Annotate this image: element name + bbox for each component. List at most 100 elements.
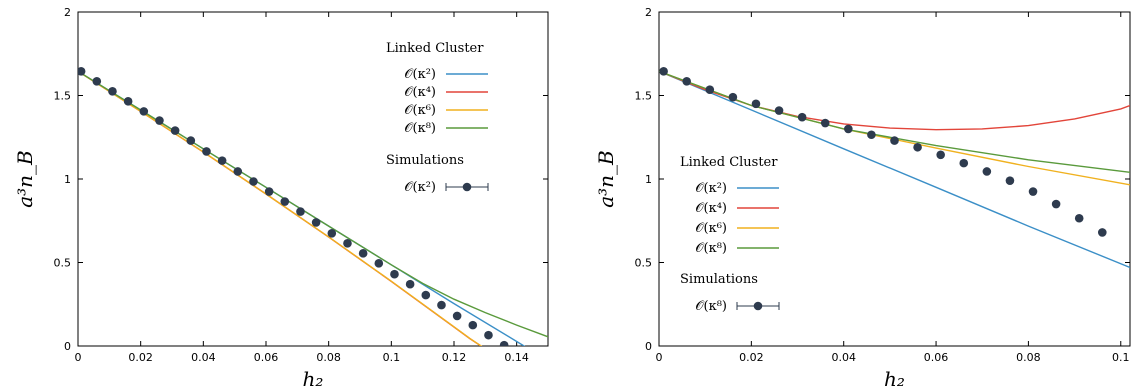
simulation-point xyxy=(913,142,922,152)
legend-entry-label: 𝒪(κ²) xyxy=(695,181,727,196)
simulation-point xyxy=(659,66,668,76)
simulation-point xyxy=(437,300,446,310)
plot-frame xyxy=(658,11,1131,347)
series-line-3 xyxy=(78,70,483,346)
legend-title-linked-cluster: Linked Cluster xyxy=(386,41,484,56)
x-tick-label: 0.06 xyxy=(924,351,949,364)
y-tick-label: 1 xyxy=(64,173,71,186)
simulation-point xyxy=(890,136,899,145)
y-tick-label: 1 xyxy=(645,173,652,186)
simulation-point xyxy=(728,92,738,102)
simulation-point xyxy=(108,87,117,96)
y-tick-label: 1.5 xyxy=(54,90,72,103)
simulation-point xyxy=(774,106,784,115)
x-tick-label: 0.1 xyxy=(1112,351,1130,364)
y-tick-label: 0.5 xyxy=(635,257,653,270)
simulation-point xyxy=(820,118,830,128)
simulation-point xyxy=(421,290,431,300)
simulation-point xyxy=(936,150,945,160)
simulation-point xyxy=(705,85,715,94)
legend-entry-label: 𝒪(κ⁶) xyxy=(404,103,436,118)
simulation-point xyxy=(1074,213,1084,223)
simulation-point xyxy=(202,147,211,156)
simulation-point xyxy=(1051,199,1061,209)
legend-entry-label: 𝒪(κ⁶) xyxy=(695,221,727,236)
simulation-point xyxy=(452,311,462,321)
y-tick-label: 0 xyxy=(64,340,71,353)
y-axis-label: a³n_B xyxy=(13,150,37,208)
plot-frame xyxy=(77,11,549,347)
x-tick-label: 0.02 xyxy=(739,351,764,364)
y-tick-label: 0.5 xyxy=(54,257,72,270)
legend: Linked Cluster 𝒪(κ²) 𝒪(κ⁴) 𝒪(κ⁶) 𝒪(κ⁸) Simula… xyxy=(386,41,489,195)
y-tick-label: 2 xyxy=(645,6,652,19)
legend-title-simulations: Simulations xyxy=(680,272,758,287)
simulation-point xyxy=(186,136,196,145)
simulation-point xyxy=(390,269,399,279)
legend-entry-label: 𝒪(κ⁴) xyxy=(404,85,436,100)
simulation-point xyxy=(959,158,969,168)
simulation-point xyxy=(468,320,478,330)
y-tick-label: 0 xyxy=(645,340,652,353)
simulation-point xyxy=(123,97,133,106)
y-tick-label: 1.5 xyxy=(635,90,653,103)
simulation-point xyxy=(233,167,243,176)
simulation-point xyxy=(867,130,876,140)
simulation-point xyxy=(170,126,180,135)
x-tick-label: 0.1 xyxy=(383,351,401,364)
chart-2: 0 0.02 0.04 0.06 0.08 0.1 0 0.5 1 1.5 2 h₂ a³n_B Link… xyxy=(594,6,1131,390)
legend-sim-label: 𝒪(κ²) xyxy=(404,180,436,195)
x-axis-label: h₂ xyxy=(303,367,324,390)
simulation-point xyxy=(217,156,227,165)
simulation-point xyxy=(499,340,509,346)
series-line-1 xyxy=(659,70,1130,269)
x-tick-label: 0.12 xyxy=(442,351,467,364)
simulation-point xyxy=(358,249,368,258)
series-line-4 xyxy=(78,70,548,338)
simulation-point xyxy=(280,197,290,206)
simulation-point xyxy=(264,187,274,196)
plot-area xyxy=(78,66,548,346)
legend-sim-marker xyxy=(462,182,472,192)
simulation-point xyxy=(1028,187,1038,196)
simulation-point xyxy=(311,218,321,227)
simulation-point xyxy=(484,330,493,340)
simulation-point xyxy=(1097,228,1107,237)
simulation-point xyxy=(155,116,164,125)
y-tick-label: 2 xyxy=(64,6,71,19)
legend-title-linked-cluster: Linked Cluster xyxy=(680,155,778,170)
legend: Linked Cluster 𝒪(κ²) 𝒪(κ⁴) 𝒪(κ⁶) 𝒪(κ⁸) Simula… xyxy=(680,155,780,314)
legend-title-simulations: Simulations xyxy=(386,153,464,168)
plot-area xyxy=(659,66,1130,269)
legend-entry-label: 𝒪(κ²) xyxy=(404,67,436,82)
simulation-point xyxy=(78,66,86,76)
chart-1: 0 0.02 0.04 0.06 0.08 0.1 0.12 0.14 0 0.5 1 1.5 2 h₂ a… xyxy=(13,6,549,390)
x-tick-label: 0.14 xyxy=(504,351,529,364)
x-tick-label: 0 xyxy=(656,351,663,364)
legend-sim-marker xyxy=(753,301,763,311)
x-axis-label: h₂ xyxy=(884,367,905,390)
x-tick-label: 0.06 xyxy=(254,351,279,364)
x-tick-label: 0.02 xyxy=(128,351,153,364)
x-tick-label: 0.08 xyxy=(316,351,341,364)
simulation-point xyxy=(1005,176,1015,185)
x-tick-label: 0.04 xyxy=(831,351,856,364)
simulation-point xyxy=(296,207,305,216)
simulation-point xyxy=(844,124,853,134)
simulation-point xyxy=(92,77,102,86)
simulation-point xyxy=(249,177,258,186)
simulation-point xyxy=(682,77,692,86)
x-tick-label: 0.08 xyxy=(1016,351,1041,364)
simulation-point xyxy=(343,238,352,248)
simulation-point xyxy=(374,259,384,268)
simulation-point xyxy=(982,167,992,176)
simulation-point xyxy=(797,112,807,122)
simulation-point xyxy=(751,99,761,109)
y-axis-label: a³n_B xyxy=(594,150,618,208)
x-tick-label: 0.04 xyxy=(191,351,216,364)
simulation-point xyxy=(327,228,337,238)
simulation-point xyxy=(405,279,415,289)
legend-sim-label: 𝒪(κ⁸) xyxy=(695,299,727,314)
simulation-point xyxy=(139,107,149,116)
